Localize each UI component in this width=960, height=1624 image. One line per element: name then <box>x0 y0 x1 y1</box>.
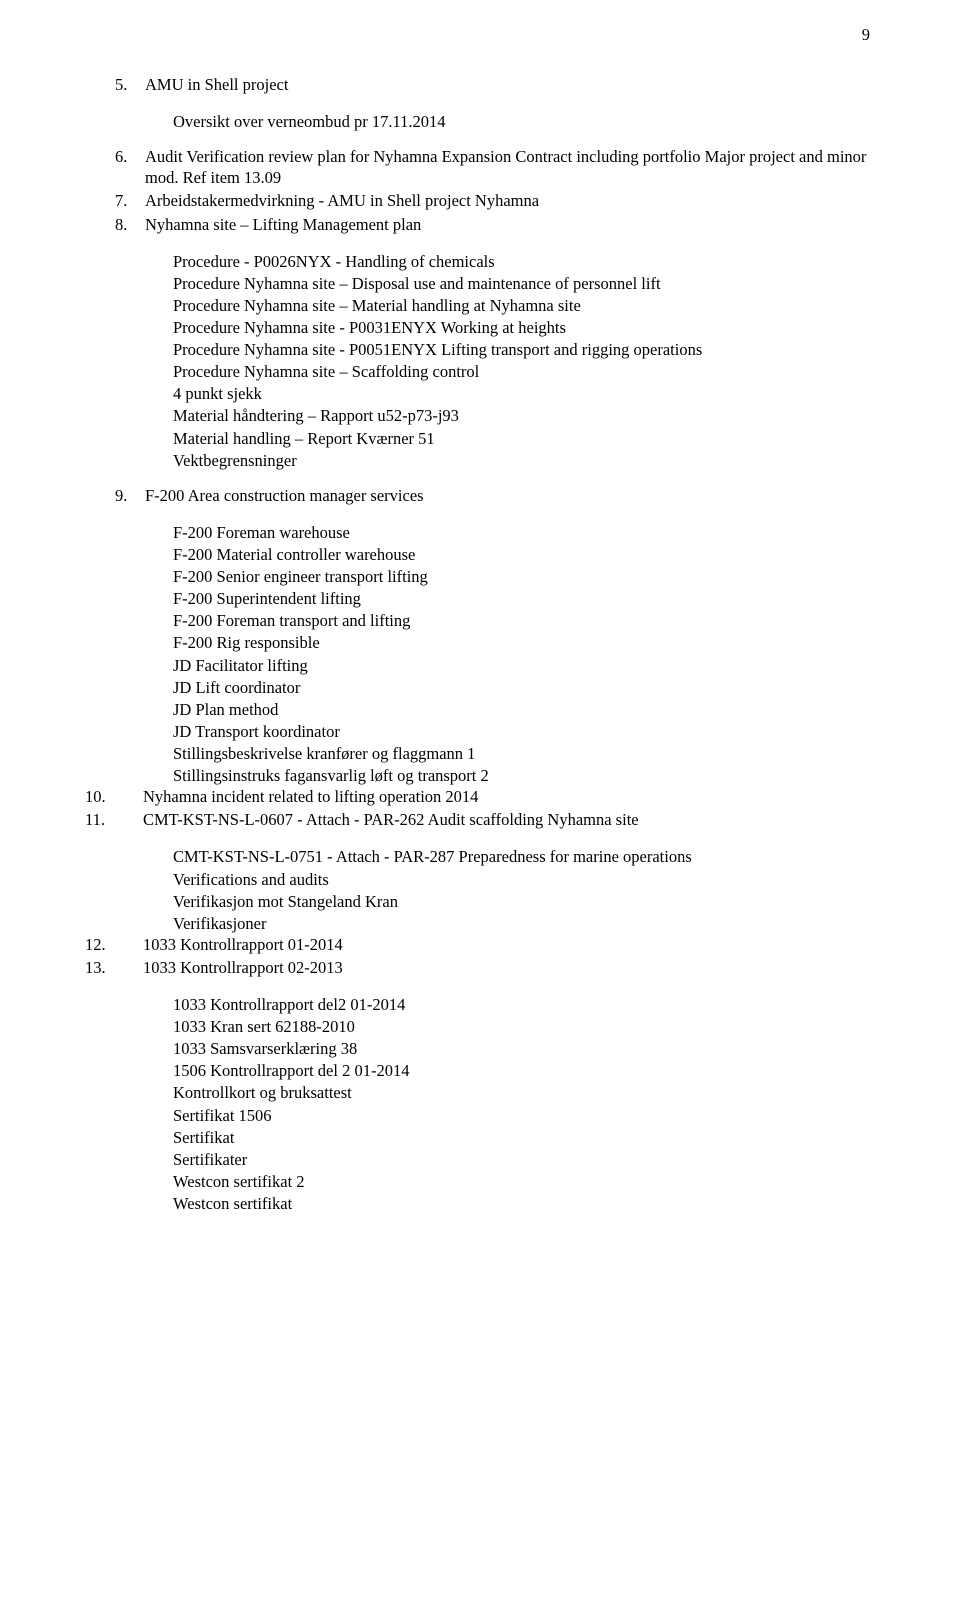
item-number: 8. <box>115 214 145 235</box>
sub-line: Verifikasjon mot Stangeland Kran <box>173 891 870 912</box>
list-item: 12. 1033 Kontrollrapport 01-2014 <box>85 934 870 955</box>
sub-block: Procedure - P0026NYX - Handling of chemi… <box>173 251 870 471</box>
item-label: Nyhamna incident related to lifting oper… <box>143 786 870 807</box>
item-label: CMT-KST-NS-L-0607 - Attach - PAR-262 Aud… <box>143 809 870 830</box>
item-number: 13. <box>85 957 133 978</box>
item-label: Audit Verification review plan for Nyham… <box>145 146 870 188</box>
list-item: 11. CMT-KST-NS-L-0607 - Attach - PAR-262… <box>85 809 870 830</box>
sub-line: Procedure Nyhamna site - P0031ENYX Worki… <box>173 317 870 338</box>
item-number: 6. <box>115 146 145 188</box>
sub-line: Vektbegrensninger <box>173 450 870 471</box>
item-number: 11. <box>85 809 133 830</box>
item-label: F-200 Area construction manager services <box>145 485 870 506</box>
list-item: 7. Arbeidstakermedvirkning - AMU in Shel… <box>115 190 870 211</box>
sub-block: 1033 Kontrollrapport del2 01-2014 1033 K… <box>173 994 870 1214</box>
sub-block: F-200 Foreman warehouse F-200 Material c… <box>173 522 870 786</box>
sub-block: Oversikt over verneombud pr 17.11.2014 <box>173 111 870 132</box>
sub-line: Procedure Nyhamna site – Material handli… <box>173 295 870 316</box>
list-item: 8. Nyhamna site – Lifting Management pla… <box>115 214 870 235</box>
list-item: 6. Audit Verification review plan for Ny… <box>115 146 870 188</box>
item-number: 12. <box>85 934 133 955</box>
item-label: Arbeidstakermedvirkning - AMU in Shell p… <box>145 190 870 211</box>
sub-line: CMT-KST-NS-L-0751 - Attach - PAR-287 Pre… <box>173 846 870 867</box>
sub-line: Stillingsinstruks fagansvarlig løft og t… <box>173 765 870 786</box>
sub-line: JD Transport koordinator <box>173 721 870 742</box>
sub-line: 1033 Kontrollrapport del2 01-2014 <box>173 994 870 1015</box>
item-label: AMU in Shell project <box>145 74 870 95</box>
sub-line: Sertifikater <box>173 1149 870 1170</box>
item-number: 7. <box>115 190 145 211</box>
sub-line: F-200 Material controller warehouse <box>173 544 870 565</box>
sub-line: Procedure Nyhamna site – Scaffolding con… <box>173 361 870 382</box>
list-item: 9. F-200 Area construction manager servi… <box>115 485 870 506</box>
item-label: Nyhamna site – Lifting Management plan <box>145 214 870 235</box>
page-number: 9 <box>862 24 870 45</box>
item-label: 1033 Kontrollrapport 02-2013 <box>143 957 870 978</box>
sub-line: Material håndtering – Rapport u52-p73-j9… <box>173 405 870 426</box>
sub-line: Kontrollkort og bruksattest <box>173 1082 870 1103</box>
sub-line: Sertifikat 1506 <box>173 1105 870 1126</box>
sub-line: 1506 Kontrollrapport del 2 01-2014 <box>173 1060 870 1081</box>
list-item: 10. Nyhamna incident related to lifting … <box>85 786 870 807</box>
sub-line: Procedure Nyhamna site – Disposal use an… <box>173 273 870 294</box>
sub-line: Verifications and audits <box>173 869 870 890</box>
sub-line: F-200 Senior engineer transport lifting <box>173 566 870 587</box>
sub-line: F-200 Foreman warehouse <box>173 522 870 543</box>
sub-line: Verifikasjoner <box>173 913 870 934</box>
list-item: 5. AMU in Shell project <box>115 74 870 95</box>
sub-line: Oversikt over verneombud pr 17.11.2014 <box>173 111 870 132</box>
item-number: 10. <box>85 786 133 807</box>
sub-line: F-200 Foreman transport and lifting <box>173 610 870 631</box>
sub-line: 4 punkt sjekk <box>173 383 870 404</box>
sub-line: F-200 Rig responsible <box>173 632 870 653</box>
sub-line: JD Facilitator lifting <box>173 655 870 676</box>
sub-line: Procedure Nyhamna site - P0051ENYX Lifti… <box>173 339 870 360</box>
sub-line: JD Plan method <box>173 699 870 720</box>
list-item: 13. 1033 Kontrollrapport 02-2013 <box>85 957 870 978</box>
sub-line: 1033 Samsvarserklæring 38 <box>173 1038 870 1059</box>
sub-line: Sertifikat <box>173 1127 870 1148</box>
item-number: 9. <box>115 485 145 506</box>
sub-line: JD Lift coordinator <box>173 677 870 698</box>
sub-line: Material handling – Report Kværner 51 <box>173 428 870 449</box>
sub-line: 1033 Kran sert 62188-2010 <box>173 1016 870 1037</box>
sub-line: F-200 Superintendent lifting <box>173 588 870 609</box>
sub-line: Procedure - P0026NYX - Handling of chemi… <box>173 251 870 272</box>
item-number: 5. <box>115 74 145 95</box>
sub-line: Westcon sertifikat <box>173 1193 870 1214</box>
item-label: 1033 Kontrollrapport 01-2014 <box>143 934 870 955</box>
sub-block: CMT-KST-NS-L-0751 - Attach - PAR-287 Pre… <box>173 846 870 933</box>
sub-line: Stillingsbeskrivelse kranfører og flaggm… <box>173 743 870 764</box>
sub-line: Westcon sertifikat 2 <box>173 1171 870 1192</box>
